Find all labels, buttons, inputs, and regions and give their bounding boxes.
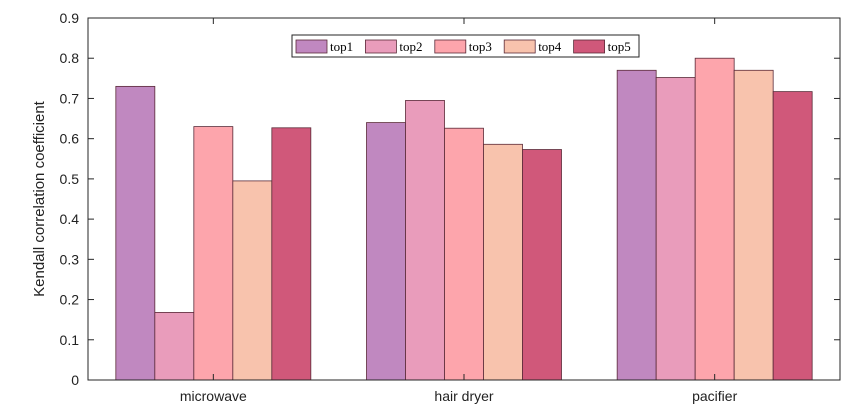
bar-top3-pacifier [694,57,735,381]
bar-top3-microwave [193,126,234,381]
legend-swatch-top4 [503,39,536,54]
bars-group [115,57,813,381]
bar-top4-hair-dryer [483,143,523,381]
axes-group: microwave hair dryer pacifier 0 0.1 0.2 0.3 0.4… [60,10,841,404]
legend-label-top1: top1 [330,39,353,54]
legend-swatch-top3 [434,39,467,54]
bar-top3-hair-dryer [444,127,484,381]
bar-top1-hair-dryer [366,122,406,381]
bar-top1-microwave [115,85,156,381]
bar-top1-pacifier [616,69,657,381]
y-axis-label: Kendall correlation coefficient [31,100,48,297]
x-tick-label: microwave [180,388,247,404]
bar-top2-pacifier [655,77,696,381]
bar-top4-microwave [232,180,273,381]
bar-top5-hair-dryer [522,149,562,381]
legend-label-top2: top2 [399,39,422,54]
y-tick-label: 0.6 [60,131,80,147]
bar-top5-pacifier [772,91,813,381]
legend-label-top4: top4 [538,39,562,54]
y-tick-label: 0.4 [60,211,80,227]
x-tick-label: hair dryer [434,388,493,404]
y-tick-label: 0.9 [60,10,80,26]
bar-top2-hair-dryer [405,100,445,381]
legend-swatch-top5 [573,39,605,54]
y-tick-label: 0.3 [60,251,80,267]
y-tick-label: 0.7 [60,90,80,106]
legend-label-top3: top3 [469,39,492,54]
legend-swatch-top2 [364,39,397,54]
bar-top5-microwave [271,127,312,381]
x-tick-label: pacifier [692,388,737,404]
bar-top4-pacifier [733,69,774,381]
plot-frame [87,17,841,381]
y-tick-label: 0.1 [60,332,80,348]
bar-top2-microwave [154,312,195,381]
y-tick-label: 0.8 [60,50,80,66]
y-tick-label: 0.5 [60,171,80,187]
legend-label-top5: top5 [608,39,631,54]
y-tick-label: 0 [71,372,79,388]
legend: top1 top2 top3 top4 top5 [291,34,640,58]
y-tick-label: 0.2 [60,292,80,308]
legend-swatch-top1 [295,39,328,54]
